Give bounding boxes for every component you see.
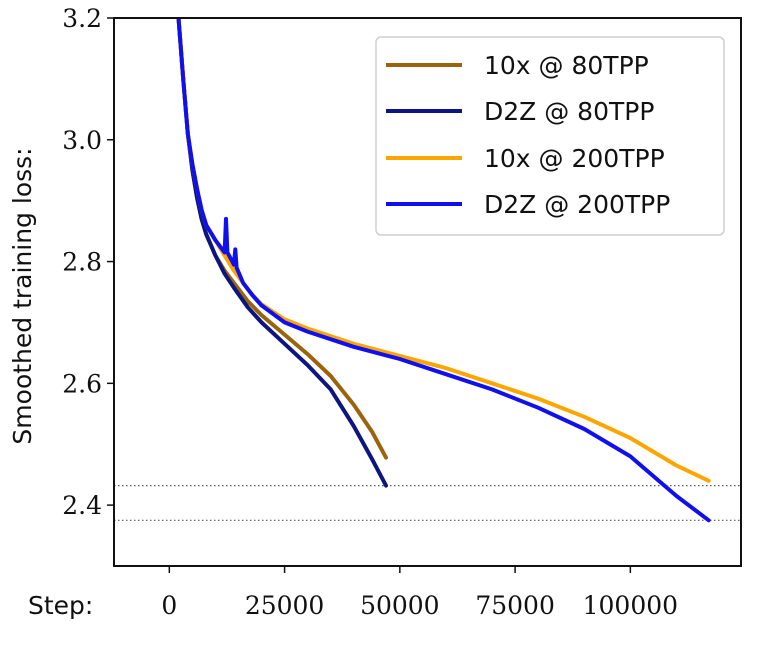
x-tick-label-25000: 25000 bbox=[245, 591, 325, 620]
legend-label-10x-80tpp: 10x @ 80TPP bbox=[484, 51, 649, 80]
x-tick-label-100000: 100000 bbox=[583, 591, 678, 620]
legend-label-d2z-80tpp: D2Z @ 80TPP bbox=[484, 97, 654, 126]
x-axis-title: Step: bbox=[28, 591, 93, 620]
y-tick-label-3.0: 3.0 bbox=[62, 126, 102, 155]
legend: 10x @ 80TPP D2Z @ 80TPP 10x @ 200TPP D2Z… bbox=[375, 36, 725, 236]
y-tick-label-2.6: 2.6 bbox=[62, 369, 102, 398]
y-axis-ticks: 2.4 2.6 2.8 3.0 3.2 bbox=[62, 4, 114, 520]
y-axis-title: Smoothed training loss: bbox=[8, 147, 37, 444]
x-tick-label-50000: 50000 bbox=[360, 591, 440, 620]
legend-label-10x-200tpp: 10x @ 200TPP bbox=[484, 144, 665, 173]
legend-label-d2z-200tpp: D2Z @ 200TPP bbox=[484, 190, 670, 219]
y-tick-label-2.4: 2.4 bbox=[62, 491, 102, 520]
series-line-d2z-200tpp bbox=[176, 18, 711, 523]
reference-lines bbox=[114, 485, 741, 521]
y-tick-label-2.8: 2.8 bbox=[62, 248, 102, 277]
x-tick-label-0: 0 bbox=[161, 591, 177, 620]
x-axis-ticks: 0 25000 50000 75000 100000 bbox=[161, 566, 678, 620]
x-tick-label-75000: 75000 bbox=[475, 591, 555, 620]
y-tick-label-3.2: 3.2 bbox=[62, 4, 102, 33]
series-line-d2z-80tpp bbox=[176, 18, 388, 488]
series-layer bbox=[176, 18, 711, 523]
plot-frame bbox=[113, 17, 742, 567]
legend-box bbox=[375, 36, 725, 236]
